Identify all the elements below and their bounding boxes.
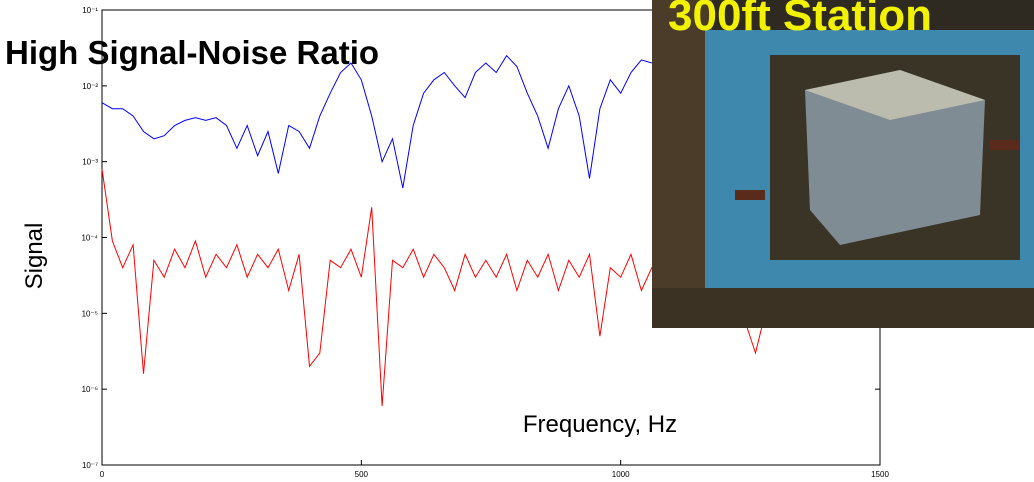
x-tick-label: 1500 bbox=[871, 470, 889, 479]
chart-title: High Signal-Noise Ratio bbox=[5, 34, 379, 71]
x-axis-label: Frequency, Hz bbox=[523, 411, 677, 438]
y-axis-label: Signal bbox=[21, 223, 48, 290]
photo-bracket bbox=[990, 140, 1020, 150]
y-tick-label: 10⁻⁴ bbox=[81, 234, 98, 243]
x-tick-label: 1000 bbox=[612, 470, 630, 479]
series-lines bbox=[101, 54, 777, 407]
photo-floor bbox=[652, 288, 1034, 328]
photo-bracket bbox=[735, 190, 765, 200]
y-tick-label: 10⁻⁵ bbox=[82, 309, 98, 318]
photo-box-top bbox=[805, 70, 985, 120]
photo-caption: 300ft Station bbox=[668, 0, 932, 40]
y-tick-label: 10⁻⁷ bbox=[82, 461, 98, 470]
photo-wall bbox=[652, 0, 712, 328]
y-tick-label: 10⁻³ bbox=[82, 158, 98, 167]
y-tick-label: 10⁻⁶ bbox=[82, 385, 98, 394]
photo-box bbox=[805, 70, 985, 245]
y-tick-label: 10⁻² bbox=[82, 82, 98, 91]
photo: 300ft Station bbox=[652, 0, 1034, 328]
x-tick-label: 0 bbox=[100, 470, 105, 479]
series-line bbox=[101, 168, 777, 407]
y-tick-label: 10⁻¹ bbox=[82, 6, 98, 15]
series-line bbox=[101, 54, 652, 189]
x-tick-label: 500 bbox=[355, 470, 369, 479]
